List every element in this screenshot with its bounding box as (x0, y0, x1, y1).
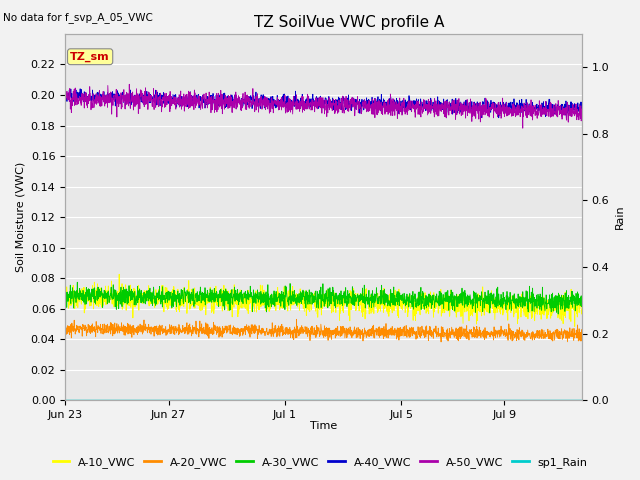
X-axis label: Time: Time (310, 421, 337, 432)
Title: TZ SoilVue VWC profile A: TZ SoilVue VWC profile A (254, 15, 445, 30)
Text: No data for f_svp_A_05_VWC: No data for f_svp_A_05_VWC (3, 12, 153, 23)
Y-axis label: Soil Moisture (VWC): Soil Moisture (VWC) (15, 162, 25, 272)
Y-axis label: Rain: Rain (615, 205, 625, 229)
Text: TZ_sm: TZ_sm (70, 51, 110, 62)
Legend: A-10_VWC, A-20_VWC, A-30_VWC, A-40_VWC, A-50_VWC, sp1_Rain: A-10_VWC, A-20_VWC, A-30_VWC, A-40_VWC, … (48, 452, 592, 472)
